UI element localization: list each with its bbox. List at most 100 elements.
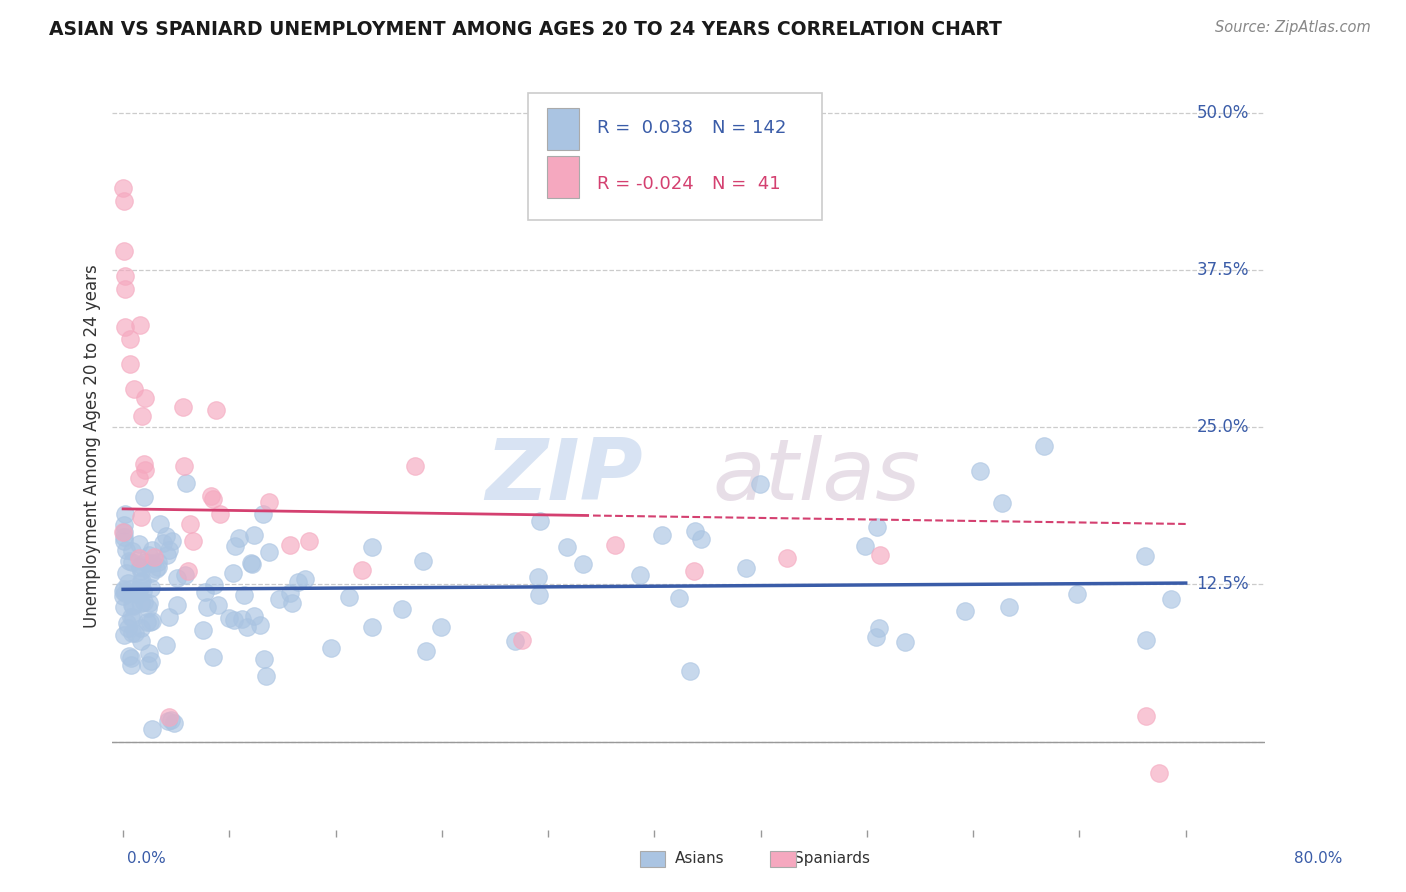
Point xyxy=(125,587,148,601)
Point xyxy=(869,549,891,563)
Point xyxy=(129,560,152,574)
Point xyxy=(157,610,180,624)
Point xyxy=(139,654,162,668)
FancyBboxPatch shape xyxy=(547,156,579,198)
Point xyxy=(120,658,142,673)
Point xyxy=(129,596,152,610)
Point xyxy=(228,531,250,545)
Point xyxy=(231,612,253,626)
Point xyxy=(132,594,155,608)
Point xyxy=(112,533,135,548)
Point xyxy=(430,620,453,634)
Point xyxy=(148,555,170,569)
Point xyxy=(1135,633,1157,648)
Point xyxy=(139,582,162,596)
Point xyxy=(603,538,626,552)
Point xyxy=(505,633,527,648)
Point xyxy=(129,581,152,595)
Point xyxy=(319,640,342,655)
Point xyxy=(1133,549,1156,563)
Point xyxy=(868,621,890,635)
Point xyxy=(208,508,231,522)
Text: 37.5%: 37.5% xyxy=(1197,261,1249,279)
Point xyxy=(176,476,198,491)
Point xyxy=(134,490,156,504)
Point xyxy=(112,590,135,604)
Point xyxy=(128,550,150,565)
Point xyxy=(177,564,200,578)
Point xyxy=(391,602,413,616)
Point xyxy=(267,591,290,606)
Point xyxy=(134,392,156,406)
Point xyxy=(115,566,138,580)
Point xyxy=(121,626,143,640)
Point xyxy=(112,584,135,599)
Point xyxy=(651,528,673,542)
Point xyxy=(572,557,595,571)
Point xyxy=(120,609,142,624)
Point xyxy=(197,600,219,615)
Point xyxy=(222,613,245,627)
Point xyxy=(117,576,139,591)
Point xyxy=(120,582,142,596)
Point xyxy=(139,615,162,629)
Point xyxy=(129,509,152,524)
Text: atlas: atlas xyxy=(711,435,920,518)
Point xyxy=(157,710,180,724)
Point xyxy=(1033,439,1056,453)
Point xyxy=(256,669,278,683)
Point xyxy=(412,554,434,568)
Text: N =  41: N = 41 xyxy=(711,176,780,194)
Point xyxy=(152,536,174,550)
Point xyxy=(136,601,159,615)
Point xyxy=(240,557,263,571)
Point xyxy=(893,635,915,649)
Point xyxy=(121,556,143,570)
Text: ZIP: ZIP xyxy=(485,435,643,518)
Point xyxy=(132,458,155,472)
Point xyxy=(866,519,889,533)
Text: 80.0%: 80.0% xyxy=(1295,851,1343,865)
Point xyxy=(129,564,152,578)
Y-axis label: Unemployment Among Ages 20 to 24 years: Unemployment Among Ages 20 to 24 years xyxy=(83,264,101,628)
Point xyxy=(160,713,183,727)
Point xyxy=(124,383,146,397)
Point xyxy=(141,722,163,736)
Point xyxy=(235,619,257,633)
Point xyxy=(112,181,135,195)
Point xyxy=(122,611,145,625)
Point xyxy=(252,507,274,521)
Point xyxy=(139,566,162,580)
Point xyxy=(114,508,136,522)
Point xyxy=(218,611,240,625)
Point xyxy=(129,558,152,572)
Point xyxy=(191,623,214,637)
Point xyxy=(179,517,201,532)
Point xyxy=(121,543,143,558)
Point xyxy=(352,562,374,576)
Point xyxy=(112,194,135,208)
Point xyxy=(679,664,702,678)
Point xyxy=(202,578,225,592)
Text: N = 142: N = 142 xyxy=(711,120,786,137)
Point xyxy=(181,534,204,549)
Point xyxy=(683,524,706,539)
Point xyxy=(129,575,152,590)
Point xyxy=(1147,766,1170,780)
Point xyxy=(776,550,799,565)
Point xyxy=(239,557,262,571)
Point xyxy=(142,549,165,564)
Point xyxy=(120,651,142,665)
Point xyxy=(141,615,163,629)
Point xyxy=(257,545,280,559)
Point xyxy=(114,282,136,296)
Point xyxy=(1066,587,1088,601)
Point xyxy=(202,492,225,507)
Point xyxy=(360,540,382,554)
Point xyxy=(136,615,159,630)
Point xyxy=(174,567,197,582)
Text: 25.0%: 25.0% xyxy=(1197,418,1249,436)
Point xyxy=(242,528,264,542)
Point xyxy=(201,650,224,665)
Point xyxy=(156,548,179,562)
